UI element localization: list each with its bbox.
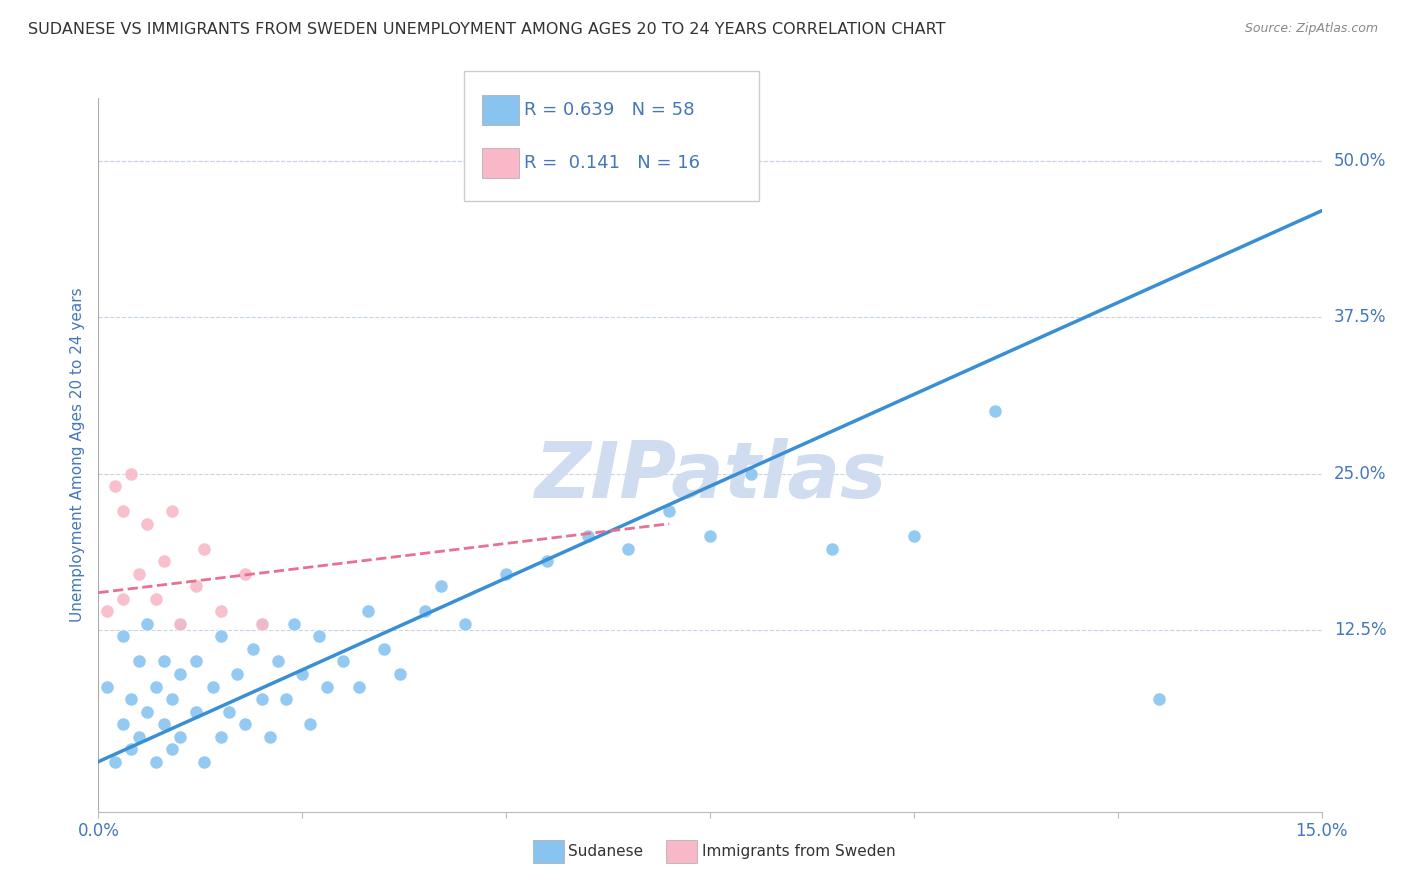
Point (984, 404, 1007, 418)
Point (233, 566, 256, 581)
Text: 25.0%: 25.0% (1334, 465, 1386, 483)
Point (186, 705, 208, 719)
Point (454, 616, 477, 631)
Point (169, 616, 191, 631)
Point (104, 755, 127, 769)
Point (209, 730, 232, 744)
Point (283, 616, 305, 631)
Point (152, 717, 174, 731)
Text: Source: ZipAtlas.com: Source: ZipAtlas.com (1244, 22, 1378, 36)
Point (218, 705, 240, 719)
Point (356, 604, 378, 618)
Point (617, 541, 640, 556)
Point (136, 705, 159, 719)
Point (193, 755, 215, 769)
Point (299, 717, 322, 731)
Point (209, 630, 232, 644)
Point (576, 529, 599, 543)
Point (120, 467, 142, 481)
Point (201, 680, 224, 694)
Point (96, 604, 118, 618)
Point (332, 655, 354, 669)
Point (250, 616, 273, 631)
Point (186, 655, 208, 669)
Text: ZIPatlas: ZIPatlas (534, 438, 886, 515)
Point (373, 642, 395, 657)
Point (160, 692, 183, 706)
Point (152, 554, 174, 568)
Point (821, 541, 844, 556)
Point (389, 667, 412, 681)
Point (658, 504, 681, 518)
Point (128, 730, 150, 744)
Point (536, 554, 558, 568)
Point (169, 667, 191, 681)
Point (136, 616, 159, 631)
Point (128, 566, 150, 581)
Point (160, 504, 183, 518)
Point (495, 566, 517, 581)
Text: 37.5%: 37.5% (1334, 309, 1386, 326)
Point (111, 504, 134, 518)
Point (111, 591, 134, 606)
Point (250, 692, 273, 706)
Point (699, 529, 721, 543)
Point (120, 692, 142, 706)
Point (250, 616, 273, 631)
Point (233, 717, 256, 731)
Point (242, 642, 264, 657)
Point (145, 591, 167, 606)
Point (160, 742, 183, 756)
Text: R =  0.141   N = 16: R = 0.141 N = 16 (524, 154, 700, 172)
Y-axis label: Unemployment Among Ages 20 to 24 years: Unemployment Among Ages 20 to 24 years (69, 287, 84, 623)
Point (259, 730, 281, 744)
Point (152, 655, 174, 669)
Point (193, 541, 215, 556)
Point (96, 680, 118, 694)
Text: R = 0.639   N = 58: R = 0.639 N = 58 (524, 101, 695, 119)
Point (136, 516, 159, 531)
Point (413, 604, 436, 618)
Point (120, 742, 142, 756)
Point (274, 692, 297, 706)
Point (740, 467, 762, 481)
Text: 50.0%: 50.0% (1334, 152, 1386, 169)
Point (209, 604, 232, 618)
Point (186, 579, 208, 593)
Point (1147, 692, 1170, 706)
Point (291, 667, 314, 681)
Point (308, 630, 330, 644)
Point (145, 680, 167, 694)
Point (111, 630, 134, 644)
Point (111, 717, 134, 731)
Point (169, 730, 191, 744)
Point (315, 680, 337, 694)
Point (226, 667, 249, 681)
Point (104, 479, 127, 493)
Point (430, 579, 453, 593)
Text: Immigrants from Sweden: Immigrants from Sweden (702, 845, 896, 859)
Point (349, 680, 371, 694)
Point (145, 755, 167, 769)
Point (169, 616, 191, 631)
Text: 12.5%: 12.5% (1334, 621, 1386, 640)
Point (903, 529, 925, 543)
Point (267, 655, 290, 669)
Text: SUDANESE VS IMMIGRANTS FROM SWEDEN UNEMPLOYMENT AMONG AGES 20 TO 24 YEARS CORREL: SUDANESE VS IMMIGRANTS FROM SWEDEN UNEMP… (28, 22, 946, 37)
Point (128, 655, 150, 669)
Text: Sudanese: Sudanese (568, 845, 643, 859)
